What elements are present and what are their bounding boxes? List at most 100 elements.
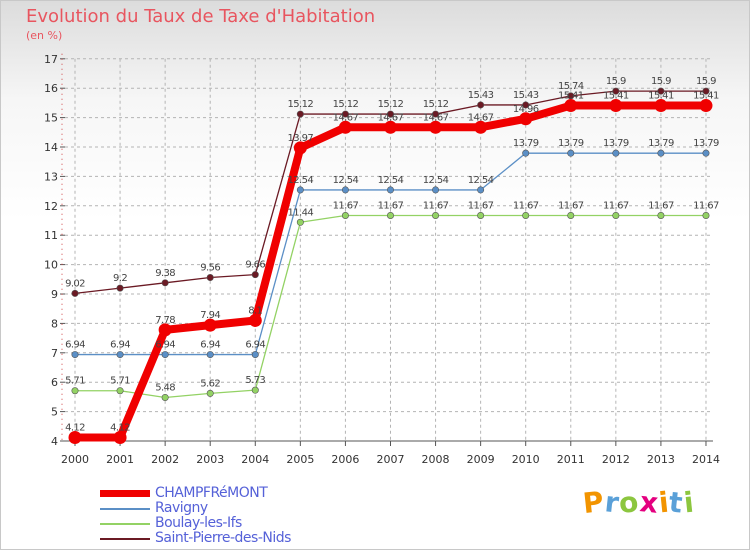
legend-label-boulay: Boulay-les-Ifs [155,515,242,531]
data-label: 11.67 [648,201,674,212]
data-label: 6.94 [155,340,175,351]
data-label: 9.2 [113,273,127,284]
data-label: 5.62 [200,378,220,389]
data-point [432,186,440,194]
data-label: 5.73 [245,375,265,386]
data-label: 15.41 [648,91,674,102]
data-label: 15.9 [696,76,716,87]
x-tick-label: 2001 [106,453,134,466]
data-point [567,92,575,100]
data-label: 11.67 [558,201,584,212]
data-point [699,99,713,113]
x-tick-label: 2007 [376,453,404,466]
data-label: 13.79 [558,138,584,149]
data-label: 11.67 [468,201,494,212]
data-point [519,112,533,126]
data-point [161,351,169,359]
legend-item-saint-pierre: Saint-Pierre-des-Nids [100,531,340,546]
data-point [612,87,620,95]
data-label: 12.54 [333,175,359,186]
data-point [383,120,397,134]
data-point [71,289,79,297]
x-tick-label: 2014 [692,453,720,466]
data-point [68,430,82,444]
data-label: 9.38 [155,268,175,279]
data-point [161,393,169,401]
data-label: 11.67 [333,201,359,212]
data-label: 12.54 [423,175,449,186]
data-label: 12.54 [288,175,314,186]
legend-label-saint-pierre: Saint-Pierre-des-Nids [155,530,291,546]
data-label: 13.79 [513,138,539,149]
data-point [293,141,307,155]
legend-swatch-champfremont [100,490,150,497]
y-tick-label: 14 [44,141,58,154]
y-tick-label: 12 [44,200,58,213]
series-lines [68,87,713,444]
legend-swatch-saint-pierre [100,538,150,540]
x-tick-label: 2011 [557,453,585,466]
data-label: 15.74 [558,81,584,92]
data-label: 6.94 [245,340,265,351]
grid-lines [65,58,713,441]
data-point [71,351,79,359]
data-point [702,149,710,157]
data-label: 14.67 [468,112,494,123]
x-tick-label: 2003 [196,453,224,466]
axes: 4 5 6 7 8 9 10 11 12 13 14 15 16 17 2000 2001 2002 2003 20… [44,53,720,466]
y-tick-label: 11 [44,229,58,242]
data-label: 12.54 [468,175,494,186]
data-label: 5.71 [110,376,130,387]
x-tick-label: 2004 [241,453,269,466]
data-label: 5.71 [65,376,85,387]
data-point [702,212,710,220]
data-label: 11.67 [693,201,719,212]
x-tick-label: 2000 [61,453,89,466]
data-point [116,351,124,359]
data-label: 14.96 [513,104,539,115]
x-tick-label: 2013 [647,453,675,466]
data-point [71,387,79,395]
x-tick-label: 2010 [512,453,540,466]
data-label: 6.94 [110,340,130,351]
data-label: 9.02 [65,278,85,289]
y-tick-label: 6 [51,376,58,389]
data-label: 4.12 [65,422,85,433]
data-point [474,120,488,134]
data-point [477,186,485,194]
data-point [386,186,394,194]
x-tick-label: 2006 [331,453,359,466]
data-label: 12.54 [378,175,404,186]
legend-item-champfremont: CHAMPFRéMONT [100,486,340,501]
data-point [161,279,169,287]
data-label: 8.1 [248,305,262,316]
y-tick-label: 9 [51,288,58,301]
data-point [206,351,214,359]
data-label: 11.67 [603,201,629,212]
y-tick-label: 15 [44,112,58,125]
data-point [206,274,214,282]
data-point [564,99,578,113]
data-point [116,387,124,395]
data-label: 15.12 [288,99,314,110]
y-tick-label: 10 [44,259,58,272]
logo-letter: i [681,485,696,520]
data-point [341,110,349,118]
data-label: 15.43 [513,90,539,101]
data-point [432,110,440,118]
data-point [657,149,665,157]
proxiti-logo: Proxiti [581,484,696,521]
data-label: 15.9 [606,76,626,87]
data-point [296,218,304,226]
data-point [609,99,623,113]
data-point [248,313,262,327]
data-label: 15.41 [558,91,584,102]
data-label: 13.79 [603,138,629,149]
data-point [657,212,665,220]
data-label: 7.94 [200,310,220,321]
data-label: 13.97 [288,133,314,144]
chart-title: Evolution du Taux de Taxe d'Habitation [26,6,376,27]
legend-item-ravigny: Ravigny [100,501,340,516]
logo-letter: P [581,484,607,521]
data-label: 14.67 [333,112,359,123]
